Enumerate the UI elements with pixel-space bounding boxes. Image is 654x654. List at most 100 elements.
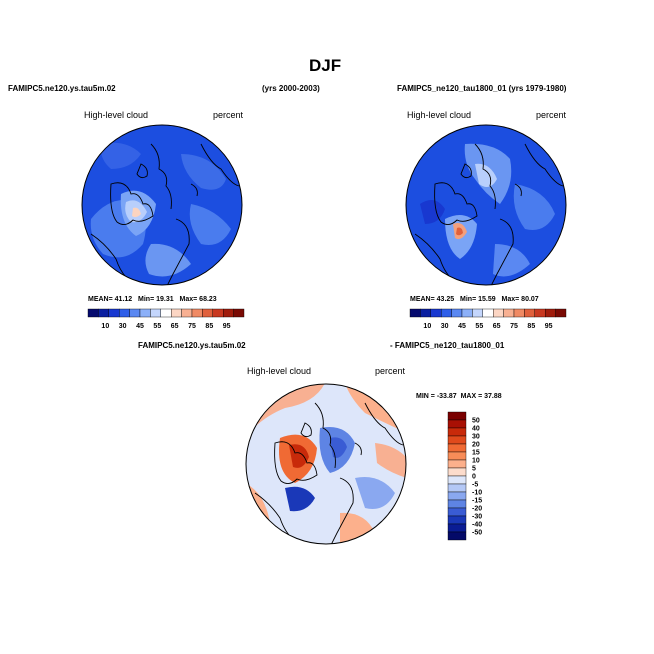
difference-colorbar-swatch — [447, 443, 467, 453]
difference-colorbar-label: 40 — [472, 426, 480, 433]
panel2-colorbar-swatch — [430, 308, 442, 318]
diff-variable: High-level cloud — [247, 366, 312, 376]
panel1-colorbar: 10 30 45 55 65 75 85 95 — [87, 308, 245, 330]
difference-colorbar-swatch — [447, 475, 467, 485]
panel2-colorbar-label: 55 — [475, 323, 483, 330]
diff-title-left: FAMIPC5.ne120.ys.tau5m.02 — [138, 341, 246, 350]
panel2-colorbar-swatch — [555, 308, 567, 318]
panel1-max-value: 68.23 — [199, 296, 217, 303]
panel1-colorbar-label: 10 — [101, 323, 109, 330]
panel1-colorbar-swatch — [108, 308, 120, 318]
diff-max-label: MAX = — [460, 393, 483, 400]
difference-colorbar-label: -40 — [472, 522, 482, 529]
panel2-colorbar-label: 45 — [458, 323, 466, 330]
panel1-colorbar-label: 55 — [153, 323, 161, 330]
panel1-polar-map — [81, 124, 243, 286]
panel2-case-name: FAMIPC5_ne120_tau1800_01 (yrs 1979-1980) — [397, 84, 567, 93]
panel1-colorbar-swatch — [87, 308, 99, 318]
panel1-colorbar-label: 65 — [171, 323, 179, 330]
difference-colorbar-swatch — [447, 523, 467, 533]
panel1-max-label: Max= — [179, 296, 198, 303]
panel2-colorbar-label: 65 — [493, 323, 501, 330]
panel2-stats: MEAN= 43.25 Min= 15.59 Max= 80.07 — [410, 296, 539, 303]
panel2-max-label: Max= — [501, 296, 520, 303]
panel1-colorbar-swatch — [150, 308, 162, 318]
difference-colorbar-swatch — [447, 499, 467, 509]
panel1-colorbar-label: 30 — [119, 323, 127, 330]
panel1-years: (yrs 2000-2003) — [262, 84, 320, 93]
panel2-colorbar-swatch — [492, 308, 504, 318]
difference-colorbar-swatch — [447, 531, 467, 541]
difference-colorbar-label: -15 — [472, 498, 482, 505]
panel1-mean-value: 41.12 — [114, 296, 133, 303]
diff-units: percent — [375, 366, 406, 376]
panel2-colorbar-label: 95 — [545, 323, 553, 330]
panel2-colorbar-label: 30 — [441, 323, 449, 330]
panel2-mean-label: MEAN= — [410, 296, 435, 303]
difference-colorbar-swatch — [447, 507, 467, 517]
difference-colorbar-label: -20 — [472, 506, 482, 513]
difference-colorbar-swatch — [447, 451, 467, 461]
panel2-colorbar-swatch — [513, 308, 525, 318]
diff-title-right: - FAMIPC5_ne120_tau1800_01 — [390, 341, 505, 350]
panel2-colorbar-swatch — [524, 308, 536, 318]
panel2-colorbar-label: 10 — [423, 323, 431, 330]
panel1-stats: MEAN= 41.12 Min= 19.31 Max= 68.23 — [88, 296, 217, 303]
difference-colorbar-label: 50 — [472, 418, 480, 425]
panel1-colorbar-label: 75 — [188, 323, 196, 330]
difference-colorbar-label: 15 — [472, 450, 480, 457]
page-title: DJF — [309, 56, 342, 75]
panel1-mean-label: MEAN= — [88, 296, 113, 303]
difference-colorbar-swatch — [447, 419, 467, 429]
difference-colorbar-label: -50 — [472, 530, 482, 537]
diff-minmax: MIN = -33.87 MAX = 37.88 — [416, 393, 502, 400]
panel2-variable: High-level cloud — [407, 110, 472, 120]
panel1-colorbar-swatch — [119, 308, 130, 318]
difference-colorbar-swatch — [447, 515, 467, 525]
difference-colorbar-swatch — [447, 467, 467, 477]
diff-min-label: MIN = — [416, 393, 435, 400]
panel1-colorbar-label: 85 — [205, 323, 213, 330]
panel2-colorbar-label: 85 — [527, 323, 535, 330]
difference-colorbar-swatch — [447, 491, 467, 501]
panel2-colorbar-swatch — [472, 308, 484, 318]
panel1-variable: High-level cloud — [84, 110, 149, 120]
panel2-max-value: 80.07 — [521, 296, 539, 303]
panel1-colorbar-swatch — [222, 308, 234, 318]
difference-colorbar-label: 20 — [472, 442, 480, 449]
panel1-colorbar-swatch — [181, 308, 193, 318]
panel1-colorbar-swatch — [170, 308, 182, 318]
difference-colorbar-label: -10 — [472, 490, 482, 497]
difference-colorbar-swatch — [447, 483, 467, 493]
panel2-colorbar-swatch — [461, 308, 473, 318]
difference-colorbar-label: 5 — [472, 466, 476, 473]
diff-max-value: 37.88 — [484, 393, 502, 400]
panel1-colorbar-swatch — [202, 308, 214, 318]
difference-colorbar-swatch — [447, 411, 467, 421]
panel1-colorbar-swatch — [129, 308, 141, 318]
panel1-colorbar-swatch — [139, 308, 151, 318]
difference-colorbar-label: 10 — [472, 458, 480, 465]
panel2-min-label: Min= — [460, 296, 477, 303]
difference-colorbar-swatch — [447, 427, 467, 437]
panel2-mean-value: 43.25 — [436, 296, 455, 303]
panel2-colorbar-swatch — [420, 308, 431, 318]
panel1-units: percent — [213, 110, 244, 120]
panel1-colorbar-swatch — [212, 308, 224, 318]
panel1-colorbar-swatch — [191, 308, 203, 318]
panel1-case-name: FAMIPC5.ne120.ys.tau5m.02 — [8, 84, 116, 93]
panel1-min-value: 19.31 — [156, 296, 174, 303]
difference-colorbar-label: -30 — [472, 514, 482, 521]
difference-colorbar-label: 0 — [472, 474, 476, 481]
panel1-colorbar-swatch — [160, 308, 172, 318]
panel2-colorbar-swatch — [409, 308, 421, 318]
panel1-colorbar-swatch — [233, 308, 245, 318]
panel2-min-value: 15.59 — [478, 296, 496, 303]
panel2-units: percent — [536, 110, 567, 120]
panel1-colorbar-label: 95 — [223, 323, 231, 330]
panel2-colorbar: 10 30 45 55 65 75 85 95 — [409, 308, 567, 330]
difference-colorbar-label: 30 — [472, 434, 480, 441]
panel2-colorbar-swatch — [482, 308, 494, 318]
difference-colorbar-label: -5 — [472, 482, 478, 489]
